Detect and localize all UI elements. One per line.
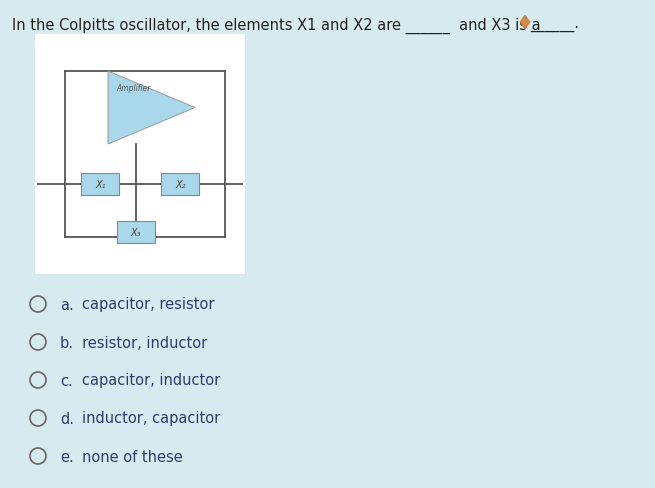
Text: e.: e. <box>60 448 74 464</box>
Text: In the Colpitts oscillator, the elements X1 and X2 are ______  and X3 is a: In the Colpitts oscillator, the elements… <box>12 18 540 34</box>
Text: capacitor, inductor: capacitor, inductor <box>82 373 220 387</box>
Text: capacitor, resistor: capacitor, resistor <box>82 297 214 312</box>
FancyBboxPatch shape <box>81 174 119 196</box>
Text: inductor, capacitor: inductor, capacitor <box>82 411 220 426</box>
Polygon shape <box>520 16 530 30</box>
Polygon shape <box>108 72 195 145</box>
Text: a.: a. <box>60 297 74 312</box>
Text: X₁: X₁ <box>95 180 105 190</box>
Text: d.: d. <box>60 411 74 426</box>
Text: X₃: X₃ <box>130 227 141 238</box>
Text: b.: b. <box>60 335 74 350</box>
FancyBboxPatch shape <box>35 35 245 274</box>
Text: none of these: none of these <box>82 448 183 464</box>
Text: c.: c. <box>60 373 73 387</box>
Text: ______.: ______. <box>530 18 579 33</box>
Text: X₂: X₂ <box>175 180 185 190</box>
Text: resistor, inductor: resistor, inductor <box>82 335 207 350</box>
FancyBboxPatch shape <box>161 174 199 196</box>
FancyBboxPatch shape <box>117 222 155 244</box>
Text: Amplifier: Amplifier <box>116 84 151 93</box>
